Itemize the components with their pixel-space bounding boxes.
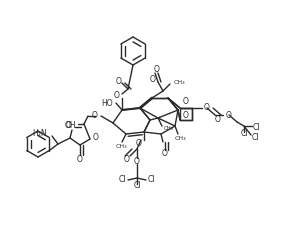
Text: H₂N: H₂N: [32, 128, 47, 138]
Text: O: O: [154, 64, 160, 74]
Text: O: O: [66, 121, 72, 129]
Text: Cl: Cl: [118, 175, 126, 184]
Text: CH₃: CH₃: [164, 126, 174, 132]
Text: OH: OH: [64, 121, 76, 129]
Text: Cl: Cl: [133, 182, 141, 190]
Text: CH₃: CH₃: [174, 79, 186, 84]
Text: O: O: [134, 157, 140, 167]
Text: O: O: [77, 154, 83, 164]
Text: O: O: [91, 111, 97, 121]
Text: O: O: [93, 134, 99, 142]
Text: O: O: [183, 97, 189, 107]
Text: O: O: [226, 110, 232, 120]
Text: HO: HO: [101, 98, 113, 108]
Text: O: O: [215, 114, 221, 123]
Text: O: O: [115, 77, 121, 86]
Text: CH₃: CH₃: [115, 143, 127, 149]
Text: O: O: [183, 110, 189, 120]
Text: O: O: [113, 92, 119, 101]
Text: Cl: Cl: [148, 175, 155, 184]
Text: O: O: [204, 104, 210, 112]
Text: CH₃: CH₃: [174, 136, 186, 140]
Text: Cl: Cl: [253, 123, 260, 133]
Text: Cl: Cl: [240, 129, 248, 138]
Text: Cl: Cl: [252, 134, 260, 142]
Text: O: O: [135, 138, 141, 148]
Text: O: O: [162, 150, 168, 158]
Text: O: O: [149, 75, 155, 83]
Text: O: O: [124, 154, 130, 164]
